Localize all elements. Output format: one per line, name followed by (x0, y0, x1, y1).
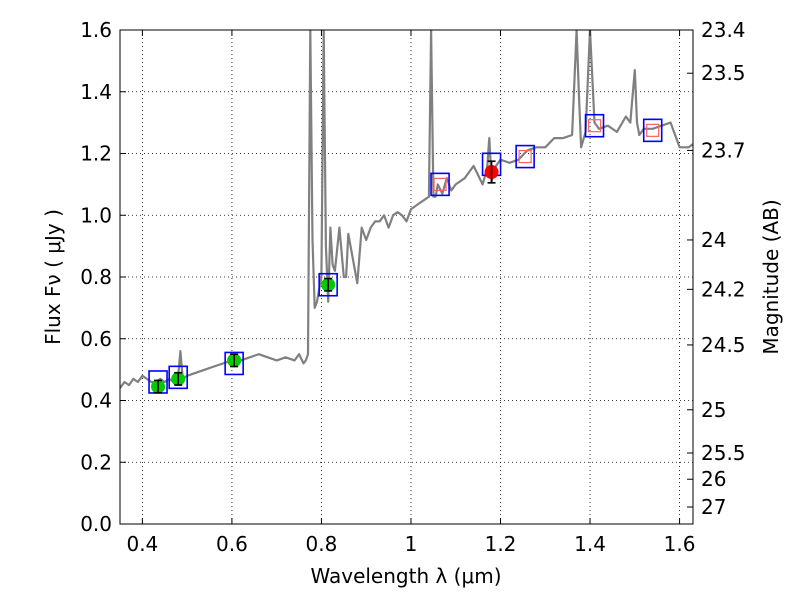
y2-tick-label: 24 (701, 228, 726, 252)
y2-tick-label: 23.5 (701, 61, 746, 85)
model-flux-marker (318, 272, 338, 297)
y-tick-label: 1.0 (80, 203, 112, 227)
model-flux-marker (168, 365, 188, 390)
y2-tick-label: 23.4 (701, 18, 746, 42)
y2-tick-label: 25.5 (701, 441, 746, 465)
x-tick-label: 1 (405, 532, 418, 556)
x-tick-label: 1.6 (664, 532, 696, 556)
x-tick-label: 0.8 (306, 532, 338, 556)
limit-marker (433, 177, 447, 191)
y-tick-label: 1.6 (80, 18, 112, 42)
model-flux-marker (642, 118, 663, 143)
y-tick-label: 0.8 (80, 265, 112, 289)
y2-tick-label: 24.2 (701, 277, 746, 301)
y-axis-label: Flux Fν ( μJy ) (41, 209, 65, 345)
plot-area (120, 30, 693, 394)
model-flux-marker (584, 113, 605, 138)
y-tick-label: 0.6 (80, 327, 112, 351)
y-tick-label: 0.4 (80, 389, 112, 413)
x-tick-label: 0.6 (216, 532, 248, 556)
axis-ticks: 0.4 0.6 0.8 1 1.2 1.4 1.6 0.0 0.2 0.4 0.6 0.8 1.0 1.2… (80, 18, 745, 556)
y-tick-label: 1.2 (80, 142, 112, 166)
grid-lines (120, 29, 693, 525)
x-tick-label: 0.4 (126, 532, 158, 556)
y-tick-label: 0.2 (80, 450, 112, 474)
x-tick-label: 1.2 (485, 532, 517, 556)
y-tick-label: 0.0 (80, 512, 112, 536)
model-flux-marker (224, 351, 244, 376)
model-flux-marker (430, 172, 450, 197)
plot-frame (119, 29, 694, 525)
limit-marker (518, 149, 532, 164)
y2-tick-label: 25 (701, 398, 726, 422)
model-flux-marker (515, 144, 535, 169)
y2-tick-label: 24.5 (701, 333, 746, 357)
limit-marker (646, 123, 660, 137)
y2-axis-label: Magnitude (AB) (759, 199, 783, 354)
spectrum-line (120, 30, 693, 389)
y2-tick-label: 23.7 (701, 138, 746, 162)
y2-tick-label: 27 (701, 495, 726, 519)
x-axis-label: Wavelength λ (μm) (310, 564, 501, 588)
x-tick-label: 1.4 (574, 532, 606, 556)
limit-marker (587, 119, 602, 133)
y2-tick-label: 26 (701, 467, 726, 491)
y-tick-label: 1.4 (80, 80, 112, 104)
